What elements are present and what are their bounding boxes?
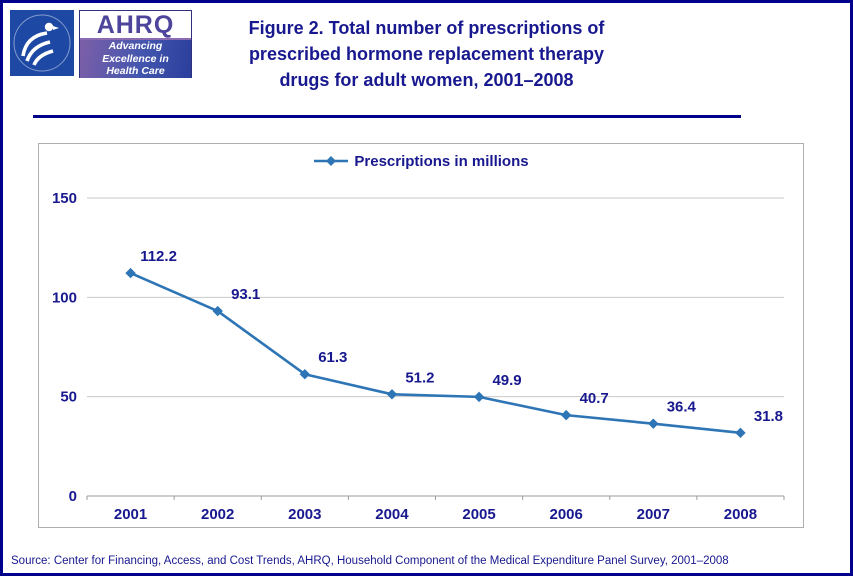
hhs-seal-ring	[13, 14, 71, 72]
ahrq-logo: AHRQ Advancing Excellence in Health Care	[79, 10, 192, 79]
header-divider	[33, 115, 741, 118]
svg-text:93.1: 93.1	[231, 286, 260, 303]
svg-text:49.9: 49.9	[492, 372, 521, 389]
svg-text:2003: 2003	[288, 506, 321, 523]
chart-area: Prescriptions in millions 0 50 100 150 2001 2…	[38, 143, 804, 528]
ahrq-tagline-line: Health Care	[106, 65, 165, 78]
svg-text:0: 0	[69, 488, 77, 505]
legend-label: Prescriptions in millions	[354, 152, 529, 170]
svg-text:2006: 2006	[550, 506, 583, 523]
source-note: Source: Center for Financing, Access, an…	[11, 555, 729, 567]
svg-text:2008: 2008	[724, 506, 757, 523]
svg-text:2005: 2005	[462, 506, 495, 523]
svg-text:50: 50	[60, 389, 77, 406]
page-title: Figure 2. Total number of prescriptions …	[3, 3, 850, 93]
header-logos: AHRQ Advancing Excellence in Health Care	[10, 10, 192, 79]
hhs-logo	[10, 10, 74, 76]
svg-text:2004: 2004	[375, 506, 409, 523]
legend-diamond-icon	[326, 156, 337, 166]
title-line: Figure 2. Total number of prescriptions …	[248, 18, 605, 38]
svg-text:150: 150	[52, 190, 77, 207]
ahrq-tagline: Advancing Excellence in Health Care	[80, 38, 191, 79]
title-line: drugs for adult women, 2001–2008	[279, 70, 574, 91]
legend-marker-icon	[314, 156, 349, 166]
ahrq-acronym: AHRQ	[80, 11, 191, 39]
ahrq-tagline-line: Advancing	[108, 40, 163, 53]
svg-text:31.8: 31.8	[754, 408, 783, 425]
svg-text:36.4: 36.4	[667, 399, 697, 416]
ahrq-tagline-line: Excellence in	[102, 52, 169, 65]
title-line: prescribed hormone replacement therapy	[248, 44, 605, 65]
chart-svg: 0 50 100 150 2001 2002 2003 2004 2005 2006 2007 200…	[52, 190, 785, 523]
svg-text:40.7: 40.7	[580, 390, 609, 407]
svg-text:2001: 2001	[114, 506, 147, 523]
chart-legend: Prescriptions in millions	[39, 144, 803, 178]
hhs-eagle-head-icon	[44, 22, 54, 32]
svg-text:112.2: 112.2	[140, 248, 177, 265]
svg-text:2007: 2007	[637, 506, 670, 523]
svg-text:51.2: 51.2	[405, 369, 434, 386]
svg-text:2002: 2002	[201, 506, 234, 523]
svg-text:100: 100	[52, 289, 77, 306]
svg-text:61.3: 61.3	[318, 349, 347, 366]
